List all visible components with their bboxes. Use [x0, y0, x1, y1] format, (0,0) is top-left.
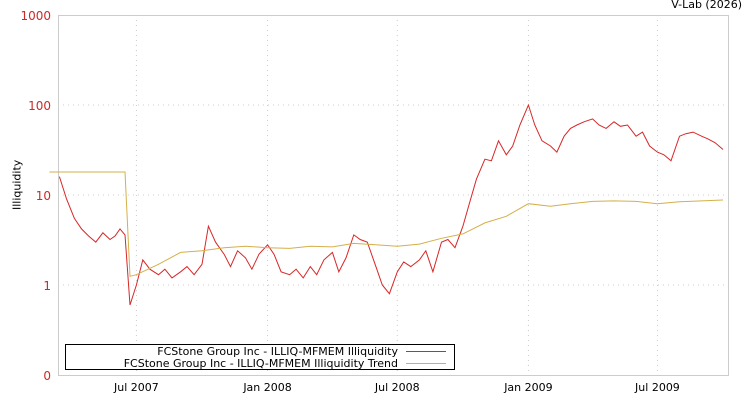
legend-item-illiquidity: FCStone Group Inc - ILLIQ-MFMEM Illiquid…: [157, 344, 446, 358]
x-tick-label: Jul 2009: [634, 381, 680, 394]
legend-label: FCStone Group Inc - ILLIQ-MFMEM Illiquid…: [123, 356, 398, 370]
y-axis-label: Illiquidity: [10, 159, 24, 210]
illiquidity-trend-line: [49, 171, 724, 277]
y-tick-label: 1000: [20, 9, 51, 23]
y-tick-label: 1: [43, 279, 51, 293]
y-tick-label: 10: [36, 189, 51, 203]
x-axis-ticks: Jul 2007 Jan 2008 Jul 2008 Jan 2009 Jul 2009: [113, 381, 680, 394]
legend-item-illiquidity-trend: FCStone Group Inc - ILLIQ-MFMEM Illiquid…: [123, 356, 446, 370]
x-tick-label: Jul 2007: [113, 381, 159, 394]
y-tick-label: 0: [43, 369, 51, 383]
chart-credit: V-Lab (2026): [671, 0, 742, 11]
x-tick-label: Jan 2008: [242, 381, 291, 394]
chart-legend: FCStone Group Inc - ILLIQ-MFMEM Illiquid…: [65, 344, 455, 370]
x-tick-label: Jul 2008: [374, 381, 420, 394]
plot-frame: [58, 15, 729, 376]
legend-swatch-red: [406, 350, 446, 352]
x-tick-label: Jan 2009: [503, 381, 552, 394]
series-lines: [49, 103, 724, 306]
gridlines: [58, 15, 728, 375]
y-tick-label: 100: [28, 99, 51, 113]
legend-label: FCStone Group Inc - ILLIQ-MFMEM Illiquid…: [157, 344, 398, 358]
legend-swatch-gold: [406, 362, 446, 364]
illiquidity-line: [58, 103, 724, 306]
